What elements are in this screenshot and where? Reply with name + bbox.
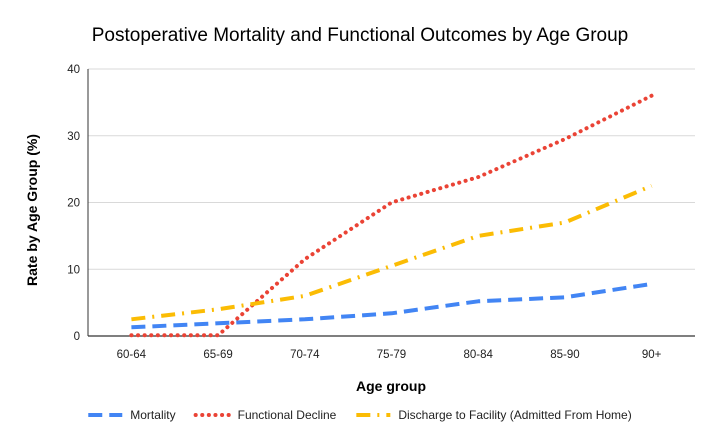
y-tick-label: 30 [67,131,80,143]
series-lines [129,93,654,338]
x-tick-label: 90+ [642,349,662,361]
x-tick-label: 75-79 [377,349,406,361]
x-tick-label: 60-64 [117,349,147,361]
y-tick-label: 40 [67,64,80,76]
gridlines [88,68,695,270]
y-tick-label: 0 [74,331,80,343]
x-tick-label: 80-84 [464,349,494,361]
y-tick-label: 10 [67,264,80,276]
x-tick-label: 85-90 [550,349,579,361]
legend-label: Mortality [130,408,175,422]
x-tick-label: 65-69 [203,349,232,361]
legend-item-3: Discharge to Facility (Admitted From Hom… [356,408,632,422]
y-tick-label: 20 [67,198,80,210]
x-tick-labels: 60-64 65-69 70-74 75-79 80-84 85-90 90+ [117,349,662,361]
series-line-1 [131,281,652,330]
legend-label: Discharge to Facility (Admitted From Hom… [398,408,631,422]
chart-title: Postoperative Mortality and Functional O… [92,25,629,46]
legend: Mortality Functional Decline Discharge to … [88,408,632,422]
legend-item-2: Functional Decline [193,408,337,422]
x-axis-title: Age group [356,378,426,394]
y-axis-title: Rate by Age Group (%) [24,134,40,286]
y-tick-labels: 0 10 20 30 40 [67,64,80,343]
series-line-3 [131,183,653,322]
legend-label: Functional Decline [238,408,337,422]
x-tick-label: 70-74 [290,349,320,361]
legend-item-1: Mortality [88,408,176,422]
series-line-2 [129,93,654,338]
